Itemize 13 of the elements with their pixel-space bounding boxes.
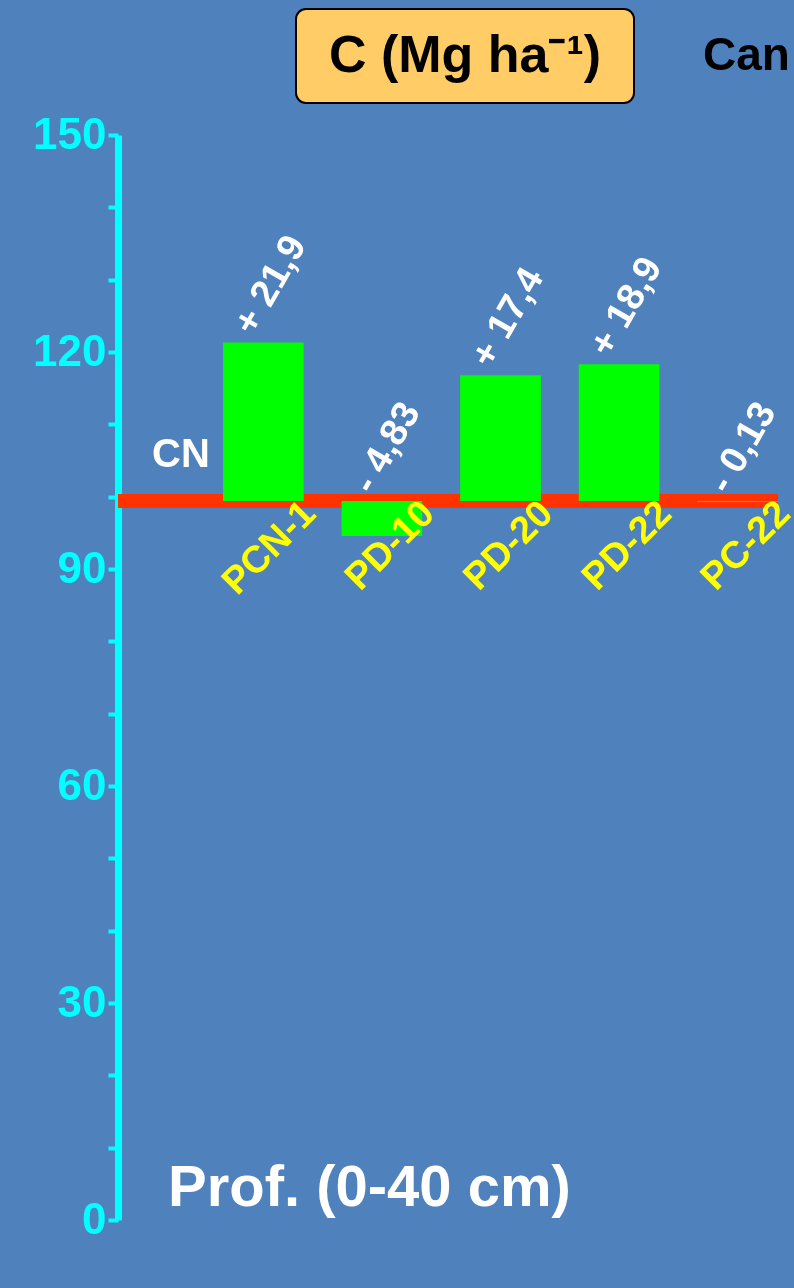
y-tick-label: 0 bbox=[82, 1193, 107, 1243]
y-tick-label: 120 bbox=[33, 325, 107, 375]
bar bbox=[460, 375, 541, 502]
y-tick-label: 90 bbox=[57, 542, 107, 592]
bar bbox=[578, 364, 660, 502]
y-tick-label: 150 bbox=[33, 108, 107, 158]
y-tick-label: 30 bbox=[57, 976, 107, 1026]
text: Can bbox=[703, 28, 790, 80]
x-axis-title: Prof. (0-40 cm) bbox=[168, 1153, 571, 1218]
y-tick-label: 60 bbox=[57, 759, 107, 809]
ref-line-label: CN bbox=[152, 431, 210, 476]
chart-title: C (Mg ha⁻¹) bbox=[328, 25, 602, 83]
bar bbox=[223, 342, 304, 502]
